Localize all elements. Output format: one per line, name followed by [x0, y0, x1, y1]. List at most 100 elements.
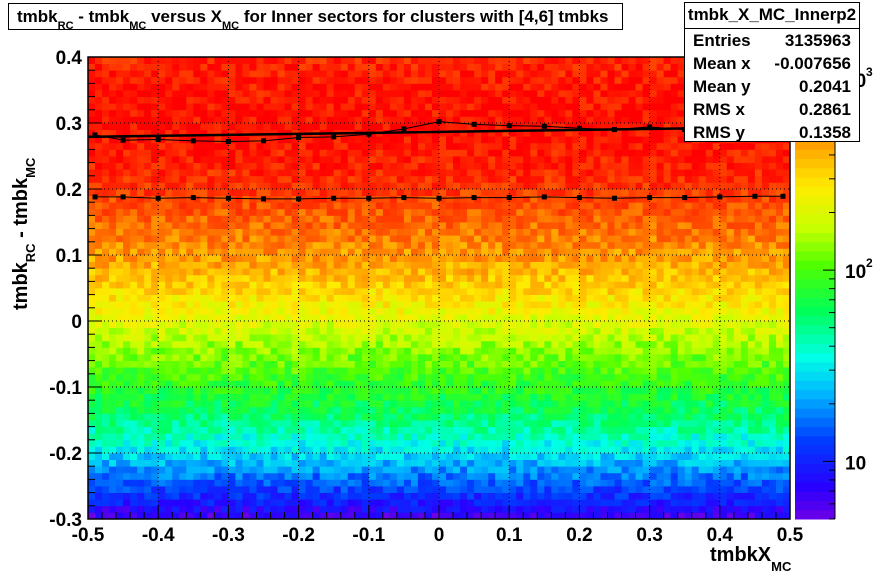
heatmap-cell — [137, 340, 145, 348]
heatmap-cell — [656, 472, 665, 480]
heatmap-cell — [214, 314, 222, 322]
heatmap-cell — [375, 505, 384, 513]
heatmap-cell — [151, 327, 159, 335]
heatmap-cell — [733, 261, 742, 269]
heatmap-cell — [754, 393, 763, 401]
heatmap-cell — [221, 327, 229, 335]
heatmap-cell — [649, 505, 658, 513]
heatmap-cell — [740, 479, 749, 487]
heatmap-cell — [537, 222, 545, 229]
heatmap-cell — [410, 360, 419, 368]
heatmap-cell — [144, 373, 152, 381]
heatmap-cell — [207, 301, 215, 309]
heatmap-cell — [691, 307, 700, 315]
heatmap-cell — [600, 512, 608, 520]
heatmap-cell — [186, 202, 194, 210]
heatmap-cell — [165, 400, 173, 408]
heatmap-cell — [502, 222, 510, 229]
heatmap-cell — [368, 472, 377, 480]
heatmap-cell — [172, 195, 180, 203]
heatmap-cell — [144, 340, 152, 348]
heatmap-cell — [691, 241, 700, 249]
heatmap-cell — [523, 354, 531, 361]
heatmap-cell — [109, 472, 117, 480]
heatmap-cell — [467, 446, 475, 454]
heatmap-cell — [782, 393, 791, 401]
heatmap-cell — [298, 354, 307, 361]
heatmap-cell — [403, 189, 412, 196]
heatmap-cell — [221, 248, 229, 256]
heatmap-cell — [165, 274, 173, 282]
heatmap-cell — [242, 479, 250, 487]
heatmap-cell — [165, 222, 173, 229]
heatmap-cell — [88, 492, 96, 500]
heatmap-cell — [326, 499, 335, 507]
heatmap-cell — [761, 281, 770, 289]
heatmap-cell — [621, 439, 629, 447]
heatmap-cell — [102, 367, 110, 375]
heatmap-cell — [382, 354, 391, 361]
heatmap-cell — [270, 327, 278, 335]
heatmap-cell — [628, 202, 636, 210]
heatmap-cell — [782, 354, 791, 361]
heatmap-cell — [446, 202, 454, 210]
heatmap-cell — [516, 208, 524, 216]
heatmap-cell — [586, 393, 594, 401]
heatmap-cell — [523, 261, 531, 269]
heatmap-cell — [572, 400, 580, 408]
heatmap-cell — [642, 420, 650, 427]
heatmap-cell — [649, 314, 658, 322]
heatmap-cell — [228, 380, 236, 388]
heatmap-cell — [410, 387, 419, 394]
heatmap-cell — [186, 472, 194, 480]
heatmap-cell — [698, 235, 707, 243]
heatmap-cell — [551, 453, 559, 460]
heatmap-cell — [340, 406, 349, 414]
heatmap-cell — [354, 261, 363, 269]
heatmap-cell — [614, 413, 622, 421]
heatmap-cell — [130, 189, 138, 196]
heatmap-cell — [396, 360, 405, 368]
heatmap-cell — [165, 453, 173, 460]
heatmap-cell — [312, 446, 321, 454]
heatmap-cell — [116, 459, 124, 467]
heatmap-cell — [467, 459, 475, 467]
heatmap-cell — [207, 294, 215, 302]
heatmap-cell — [200, 499, 208, 507]
heatmap-cell — [228, 439, 236, 447]
heatmap-cell — [109, 380, 117, 388]
heatmap-cell — [256, 215, 264, 223]
heatmap-cell — [123, 354, 131, 361]
heatmap-cell — [326, 189, 335, 196]
heatmap-cell — [382, 255, 391, 262]
heatmap-cell — [768, 347, 777, 355]
heatmap-cell — [424, 215, 433, 223]
heatmap-cell — [523, 380, 531, 388]
heatmap-cell — [193, 406, 201, 414]
heatmap-cell — [193, 195, 201, 203]
heatmap-cell — [691, 281, 700, 289]
heatmap-cell — [747, 360, 756, 368]
heatmap-cell — [333, 340, 342, 348]
heatmap-cell — [754, 228, 763, 236]
heatmap-cell — [95, 472, 103, 480]
heatmap-cell — [474, 367, 482, 375]
heatmap-cell — [544, 466, 552, 474]
heatmap-cell — [130, 294, 138, 302]
heatmap-cell — [537, 459, 545, 467]
heatmap-cell — [277, 433, 285, 441]
heatmap-cell — [642, 505, 650, 513]
heatmap-cell — [621, 281, 629, 289]
heatmap-cell — [719, 208, 728, 216]
heatmap-cell — [761, 255, 770, 262]
heatmap-cell — [537, 380, 545, 388]
heatmap-cell — [102, 347, 110, 355]
heatmap-cell — [726, 387, 735, 394]
heatmap-cell — [446, 479, 454, 487]
heatmap-cell — [298, 439, 307, 447]
heatmap-cell — [389, 406, 398, 414]
heatmap-cell — [516, 479, 524, 487]
heatmap-cell — [719, 439, 728, 447]
heatmap-cell — [165, 413, 173, 421]
heatmap-cell — [277, 334, 285, 342]
